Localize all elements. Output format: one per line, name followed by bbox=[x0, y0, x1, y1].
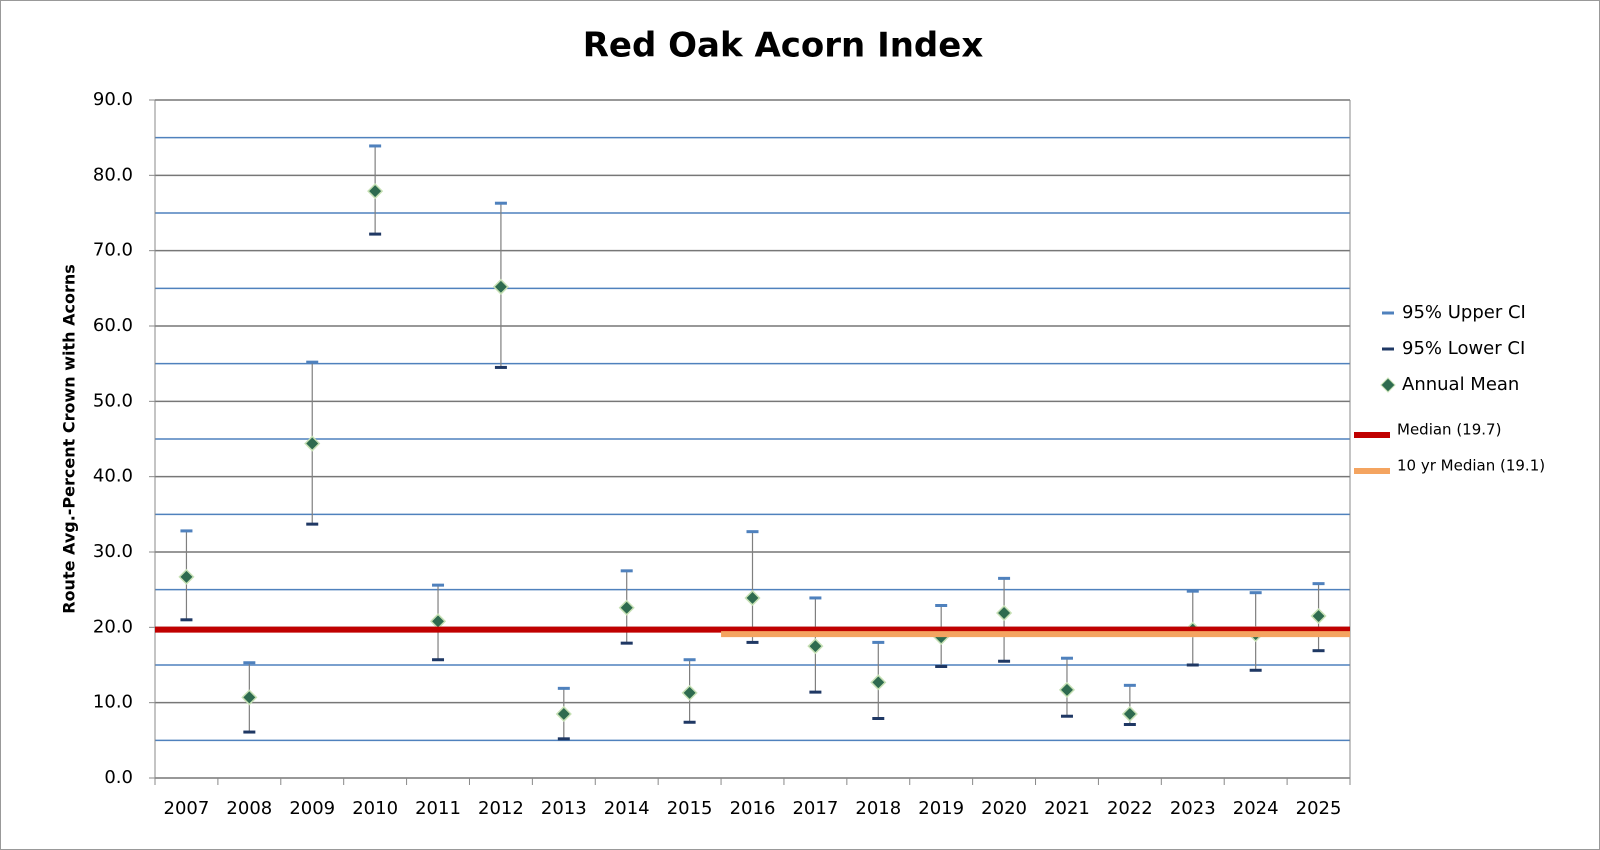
x-tick-label: 2018 bbox=[855, 798, 901, 819]
x-tick-label: 2017 bbox=[792, 798, 838, 819]
x-tick-label: 2012 bbox=[478, 798, 524, 819]
mean-marker bbox=[555, 705, 572, 723]
legend-label: 95% Lower CI bbox=[1402, 338, 1525, 359]
x-tick-label: 2022 bbox=[1107, 798, 1153, 819]
y-tick-label: 0.0 bbox=[104, 767, 133, 788]
mean-marker bbox=[807, 638, 824, 655]
x-tick-label: 2019 bbox=[918, 798, 964, 819]
mean-marker bbox=[367, 183, 384, 200]
mean-marker bbox=[870, 674, 887, 691]
x-tick-label: 2011 bbox=[415, 798, 461, 819]
legend-label: Median (19.7) bbox=[1397, 421, 1501, 439]
x-tick-label: 2008 bbox=[226, 798, 272, 819]
x-tick-label: 2013 bbox=[541, 798, 587, 819]
y-axis-label: Route Avg.-Percent Crown with Acorns bbox=[60, 264, 79, 614]
legend-label: 10 yr Median (19.1) bbox=[1397, 457, 1545, 475]
y-tick-label: 70.0 bbox=[93, 240, 133, 261]
legend-swatch bbox=[1380, 377, 1396, 393]
y-tick-label: 60.0 bbox=[93, 315, 133, 336]
y-tick-label: 80.0 bbox=[93, 164, 133, 185]
mean-marker bbox=[241, 689, 258, 706]
x-tick-label: 2009 bbox=[289, 798, 335, 819]
legend-label: Annual Mean bbox=[1402, 374, 1519, 395]
x-tick-label: 2016 bbox=[730, 798, 776, 819]
mean-marker bbox=[1121, 705, 1138, 723]
mean-marker bbox=[492, 278, 509, 295]
x-tick-label: 2007 bbox=[164, 798, 210, 819]
x-tick-label: 2010 bbox=[352, 798, 398, 819]
mean-marker bbox=[1058, 681, 1076, 698]
x-tick-label: 2014 bbox=[604, 798, 650, 819]
x-tick-label: 2015 bbox=[667, 798, 713, 819]
x-tick-label: 2023 bbox=[1170, 798, 1216, 819]
x-tick-label: 2024 bbox=[1233, 798, 1279, 819]
legend-label: 95% Upper CI bbox=[1402, 302, 1526, 323]
y-tick-label: 50.0 bbox=[93, 390, 133, 411]
mean-marker bbox=[178, 568, 195, 585]
y-tick-label: 90.0 bbox=[93, 89, 133, 110]
mean-marker bbox=[744, 589, 761, 607]
y-tick-label: 30.0 bbox=[93, 541, 133, 562]
x-tick-label: 2025 bbox=[1296, 798, 1342, 819]
y-tick-label: 20.0 bbox=[93, 616, 133, 637]
mean-marker bbox=[304, 435, 321, 452]
x-tick-label: 2020 bbox=[981, 798, 1027, 819]
mean-marker bbox=[618, 599, 635, 616]
mean-marker bbox=[996, 604, 1013, 622]
mean-marker bbox=[681, 684, 698, 701]
y-tick-label: 10.0 bbox=[93, 692, 133, 713]
chart-title: Red Oak Acorn Index bbox=[583, 26, 984, 66]
x-tick-label: 2021 bbox=[1044, 798, 1090, 819]
y-tick-label: 40.0 bbox=[93, 466, 133, 487]
mean-marker bbox=[1310, 607, 1327, 625]
